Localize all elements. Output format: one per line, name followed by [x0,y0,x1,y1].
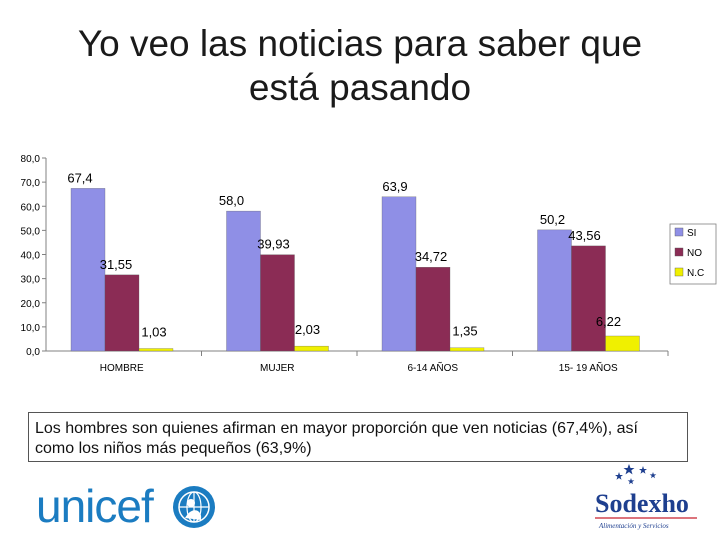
sodexho-logo-text: Sodexho [595,489,689,518]
bar-si-3 [537,229,572,352]
data-label: 39,93 [257,237,290,252]
x-category-label: 6-14 AÑOS [407,361,458,374]
data-label: 67,4 [67,170,92,185]
bar-si-1 [226,210,261,352]
unicef-logo-text: unicef [36,480,154,532]
y-tick-label: 60,0 [21,202,41,213]
bar-no-2 [415,267,451,352]
bar-si-0 [70,188,106,352]
y-tick-label: 50,0 [21,226,41,237]
unicef-emblem-icon [173,486,215,528]
y-tick-label: 30,0 [21,275,41,286]
legend-swatch [674,227,684,237]
bar-no-0 [104,274,140,352]
data-label: 31,55 [100,257,133,272]
bar-no-3 [571,245,606,352]
slide-title-line-1: Yo veo las noticias para saber que [77,23,643,64]
x-category-label: MUJER [260,363,294,374]
slide-title-line-2: está pasando [248,67,472,108]
data-label: 34,72 [415,249,448,264]
data-label: 2,03 [295,322,320,337]
y-tick-label: 40,0 [21,251,41,262]
chart-legend: SI NO N.C [669,223,717,285]
bar-nc-3 [605,335,640,352]
data-labels: 67,4 31,55 1,03 58,0 39,93 2,03 63,9 34,72 1,35 5… [67,170,621,339]
data-label: 1,35 [452,324,477,339]
chart-caption: Los hombres son quienes afirman en mayor… [28,412,688,462]
y-tick-label: 80,0 [21,154,41,165]
data-label: 50,2 [540,212,565,227]
legend-swatch [674,247,684,257]
data-label: 63,9 [382,179,407,194]
legend-swatch [674,267,684,277]
unicef-logo: unicef [36,480,221,532]
y-axis: 0,0 10,0 20,0 30,0 40,0 50,0 60,0 70,0 80,0 [21,154,47,358]
slide-title: Yo veo las noticias para saber que está … [0,22,720,110]
x-category-label: 15- 19 AÑOS [559,361,618,374]
x-category-label: HOMBRE [100,363,144,374]
legend-label: SI [687,228,696,239]
sodexho-stars-icon: Sodexho Alimentación y Servicios [595,464,697,530]
x-axis: HOMBRE MUJER 6-14 AÑOS 15- 19 AÑOS [46,350,669,374]
bar-no-1 [260,254,295,352]
y-tick-label: 70,0 [21,178,41,189]
legend-label: NO [687,248,702,259]
data-label: 43,56 [568,228,601,243]
bar-chart: 0,0 10,0 20,0 30,0 40,0 50,0 60,0 70,0 80,0 HOMB… [21,154,717,374]
data-label: 1,03 [141,325,166,340]
bar-series [70,188,640,352]
y-tick-label: 0,0 [26,347,40,358]
legend-label: N.C [687,268,704,279]
y-tick-label: 10,0 [21,323,41,334]
sodexho-logo: Sodexho Alimentación y Servicios [585,462,705,536]
y-tick-label: 20,0 [21,299,41,310]
sodexho-tagline: Alimentación y Servicios [598,522,669,530]
bar-nc-0 [138,348,174,352]
data-label: 58,0 [219,193,244,208]
bar-nc-2 [449,347,485,352]
data-label: 6,22 [596,314,621,329]
bar-nc-1 [294,345,329,352]
bar-si-2 [381,196,417,352]
